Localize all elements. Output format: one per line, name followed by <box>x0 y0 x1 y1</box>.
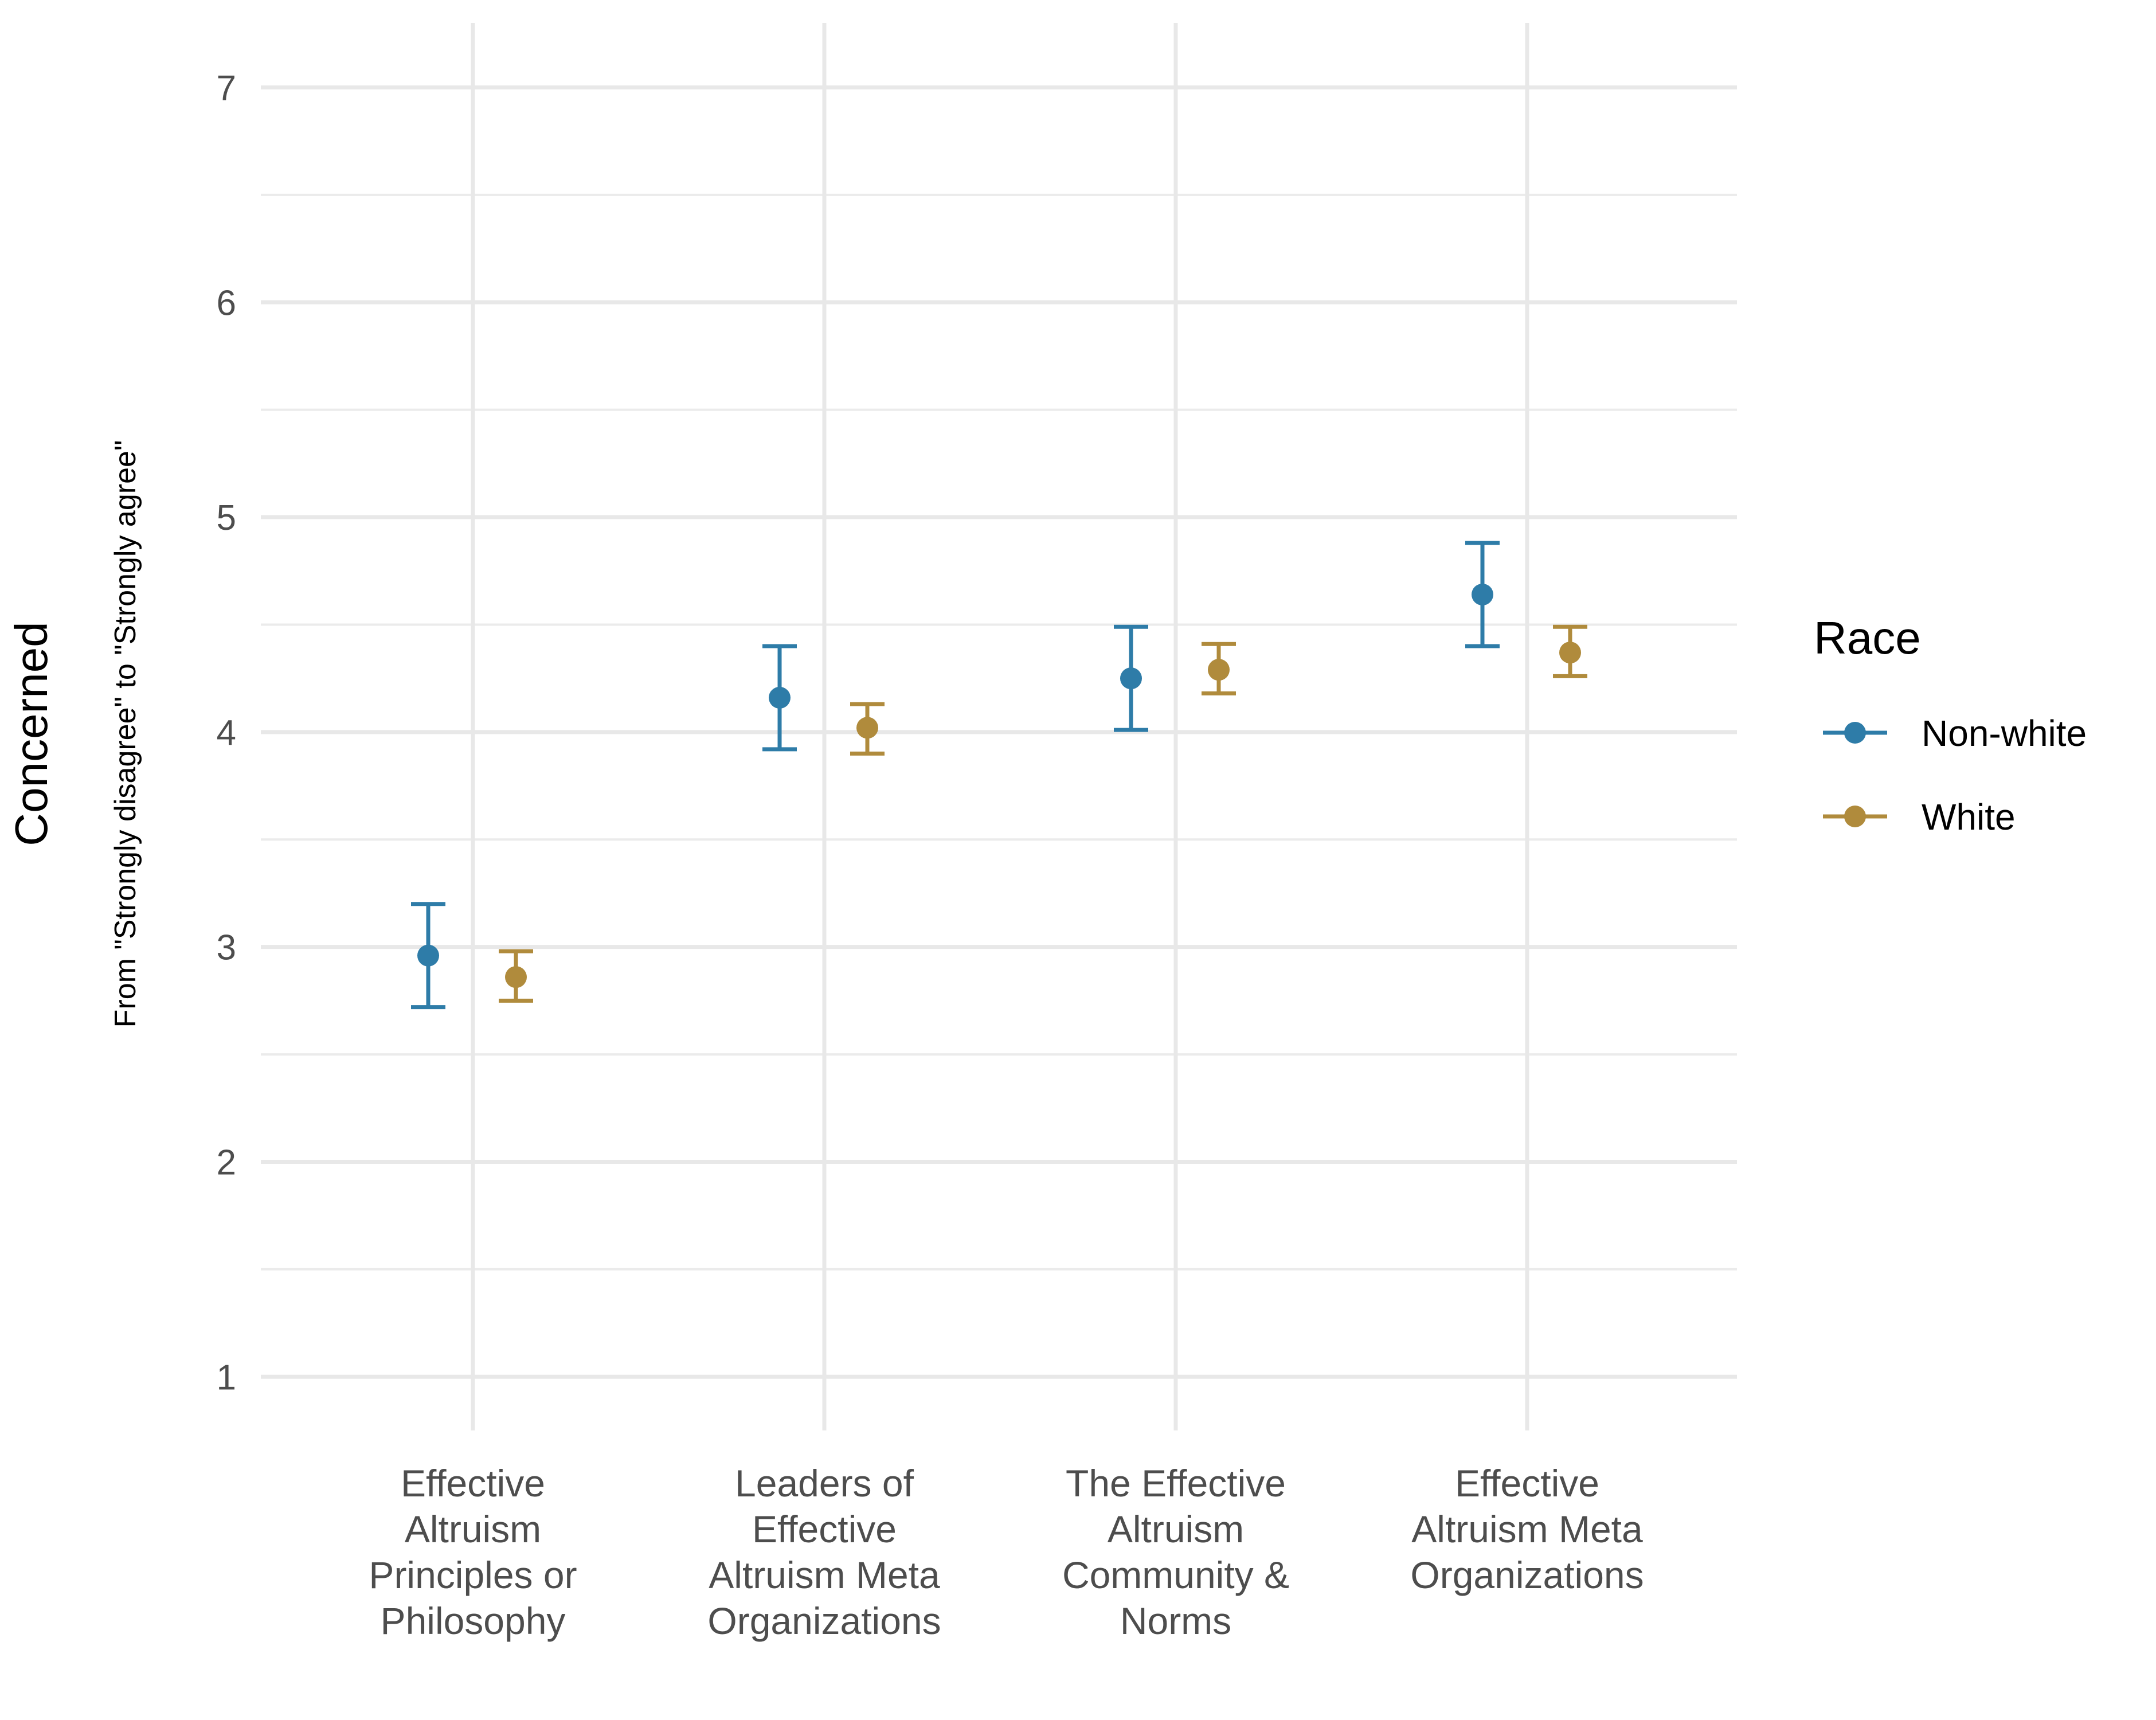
legend-item: White <box>1823 796 2016 838</box>
legend-label: White <box>1922 796 2016 838</box>
y-axis-subtitle: From "Strongly disagree" to "Strongly ag… <box>109 440 142 1028</box>
series-white <box>499 624 1587 1003</box>
y-tick-label: 5 <box>217 498 236 538</box>
x-tick-label-line: Norms <box>1120 1600 1231 1642</box>
legend-item: Non-white <box>1823 713 2087 754</box>
x-tick-label-line: The Effective <box>1066 1462 1286 1504</box>
legend: Race Non-white White <box>1814 612 2087 838</box>
x-tick-label: The Effective Altruism Community & Norms <box>1062 1462 1289 1642</box>
series-non-white <box>411 541 1500 1010</box>
x-tick-label-line: Altruism Meta <box>709 1554 940 1596</box>
data-point <box>856 717 878 739</box>
axis-titles: Concerned From "Strongly disagree" to "S… <box>6 440 142 1028</box>
x-tick-label-line: Principles or <box>369 1554 577 1596</box>
data-point <box>1208 659 1230 681</box>
x-tick-label-line: Organizations <box>1410 1554 1644 1596</box>
y-tick-label: 3 <box>217 928 236 968</box>
x-tick-label-line: Altruism <box>405 1508 541 1550</box>
data-point <box>769 686 791 709</box>
x-tick-label-line: Leaders of <box>735 1462 914 1504</box>
data-point <box>505 966 527 988</box>
x-tick-label-line: Altruism Meta <box>1411 1508 1643 1550</box>
legend-key-point <box>1844 806 1866 827</box>
legend-label: Non-white <box>1922 713 2087 754</box>
x-tick-label-line: Philosophy <box>381 1600 566 1642</box>
data-point <box>1559 642 1581 664</box>
x-tick-label-line: Organizations <box>707 1600 941 1642</box>
x-tick-label-line: Effective <box>752 1508 897 1550</box>
data-point <box>1472 583 1493 605</box>
x-tick-label-line: Community & <box>1062 1554 1289 1596</box>
x-tick-label-line: Effective <box>401 1462 545 1504</box>
y-tick-label: 2 <box>217 1143 236 1182</box>
x-tick-label-line: Effective <box>1455 1462 1599 1504</box>
y-tick-label: 4 <box>217 713 236 753</box>
y-axis-title: Concerned <box>6 621 57 846</box>
x-tick-label: Effective Altruism Principles or Philosophy <box>369 1462 577 1642</box>
y-tick-label: 1 <box>217 1358 236 1397</box>
y-axis-ticks: 1 2 3 4 5 6 7 <box>217 68 236 1397</box>
x-tick-label: Leaders of Effective Altruism Meta Organiza… <box>707 1462 941 1642</box>
data-point <box>417 944 439 967</box>
x-axis-ticks: Effective Altruism Principles or Philosophy… <box>369 1462 1644 1642</box>
legend-key-point <box>1844 722 1866 744</box>
data-point <box>1120 667 1142 690</box>
legend-title: Race <box>1814 612 1921 663</box>
grid-layer <box>261 23 1737 1430</box>
y-tick-label: 7 <box>217 68 236 108</box>
data-marks <box>411 541 1587 1010</box>
y-tick-label: 6 <box>217 283 236 323</box>
x-tick-label-line: Altruism <box>1108 1508 1244 1550</box>
x-tick-label: Effective Altruism Meta Organizations <box>1410 1462 1644 1596</box>
